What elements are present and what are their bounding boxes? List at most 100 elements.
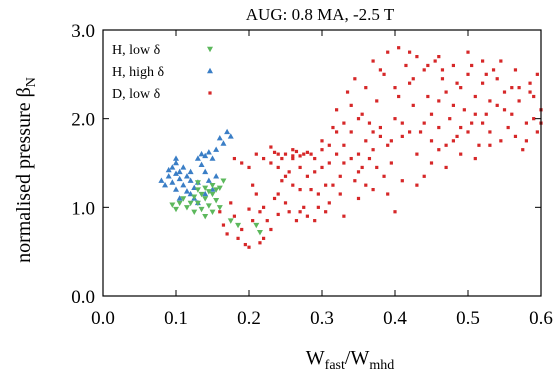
data-point xyxy=(397,94,401,99)
data-point xyxy=(313,170,317,174)
data-point xyxy=(165,173,172,179)
data-point xyxy=(451,63,455,68)
data-point xyxy=(444,90,448,94)
data-point xyxy=(253,222,260,229)
data-point xyxy=(411,103,415,107)
data-point xyxy=(254,192,258,196)
data-point xyxy=(176,175,183,182)
data-point xyxy=(220,178,227,184)
legend-label: H, low δ xyxy=(112,43,161,58)
data-point xyxy=(408,50,412,54)
data-point xyxy=(176,200,183,207)
data-point xyxy=(169,164,176,170)
x-axis-title: Wfast/Wmhd xyxy=(306,347,394,372)
data-point xyxy=(324,210,328,214)
data-point xyxy=(202,168,209,175)
data-point xyxy=(451,103,455,107)
data-point xyxy=(429,161,434,165)
x-tick-label: 0.6 xyxy=(529,308,553,329)
data-point xyxy=(473,94,477,99)
data-point xyxy=(418,130,423,134)
data-point xyxy=(440,77,445,81)
data-point xyxy=(324,183,328,187)
data-point xyxy=(360,165,364,170)
data-point xyxy=(426,94,430,99)
data-point xyxy=(173,206,179,213)
data-point xyxy=(305,150,309,154)
ticks: 0.0 0.1 0.2 0.3 0.4 0.5 0.6 0.0 1.0 2.0 3.0 xyxy=(71,21,553,329)
data-point xyxy=(422,174,426,178)
data-point xyxy=(313,219,317,223)
data-point xyxy=(258,241,262,245)
x-tick-label: 0.3 xyxy=(310,308,334,329)
data-point xyxy=(433,59,437,63)
x-tick-label: 0.0 xyxy=(91,308,115,329)
data-point xyxy=(477,143,481,147)
x-tick-label: 0.4 xyxy=(383,308,407,329)
data-point xyxy=(386,50,390,54)
data-point xyxy=(342,143,346,147)
data-point xyxy=(356,117,361,121)
data-point xyxy=(232,156,236,161)
data-point xyxy=(459,125,463,130)
y-tick-label: 1.0 xyxy=(71,198,95,219)
data-point xyxy=(276,192,280,196)
x-tick-label: 0.2 xyxy=(237,308,261,329)
data-point xyxy=(187,177,194,183)
data-point xyxy=(205,189,212,195)
data-point xyxy=(382,174,386,178)
data-point xyxy=(495,103,499,107)
data-point xyxy=(198,191,205,198)
data-point xyxy=(389,139,393,143)
data-point xyxy=(220,140,227,146)
data-point xyxy=(451,139,455,143)
data-point xyxy=(254,152,258,156)
data-point xyxy=(393,117,397,121)
data-point xyxy=(437,125,441,130)
data-point xyxy=(258,210,262,214)
data-point xyxy=(455,134,459,138)
data-point xyxy=(375,165,379,170)
data-point xyxy=(291,154,295,158)
data-point xyxy=(349,156,353,161)
data-point xyxy=(176,195,183,201)
data-point xyxy=(510,86,514,90)
data-point xyxy=(180,196,187,202)
data-point xyxy=(371,59,375,63)
data-point xyxy=(371,130,375,134)
data-point xyxy=(360,112,364,116)
data-point xyxy=(236,236,240,240)
data-point xyxy=(364,183,368,187)
data-point xyxy=(499,59,503,63)
x-tick-label: 0.1 xyxy=(164,308,188,329)
data-point xyxy=(287,170,291,174)
data-point xyxy=(473,156,477,161)
data-point xyxy=(216,134,223,141)
data-point xyxy=(484,72,488,76)
data-point xyxy=(262,156,266,161)
data-point xyxy=(524,139,528,143)
data-point xyxy=(470,63,474,68)
data-point xyxy=(386,192,390,196)
data-point xyxy=(415,55,419,59)
data-point xyxy=(338,192,342,196)
legend-label: D, low δ xyxy=(112,87,161,102)
data-point xyxy=(173,186,179,192)
data-point xyxy=(202,152,209,159)
data-point xyxy=(535,72,539,76)
data-point xyxy=(224,128,231,135)
data-point xyxy=(205,149,212,155)
data-point xyxy=(173,159,179,166)
data-point xyxy=(353,77,357,81)
data-point xyxy=(305,214,309,218)
data-point xyxy=(400,121,404,125)
data-point xyxy=(331,125,335,130)
data-point xyxy=(378,68,382,72)
data-point xyxy=(499,139,503,143)
data-point xyxy=(327,201,331,205)
data-point xyxy=(356,170,361,174)
data-point xyxy=(349,130,353,134)
data-point xyxy=(459,86,463,90)
data-point xyxy=(162,181,169,188)
data-point xyxy=(194,155,201,161)
